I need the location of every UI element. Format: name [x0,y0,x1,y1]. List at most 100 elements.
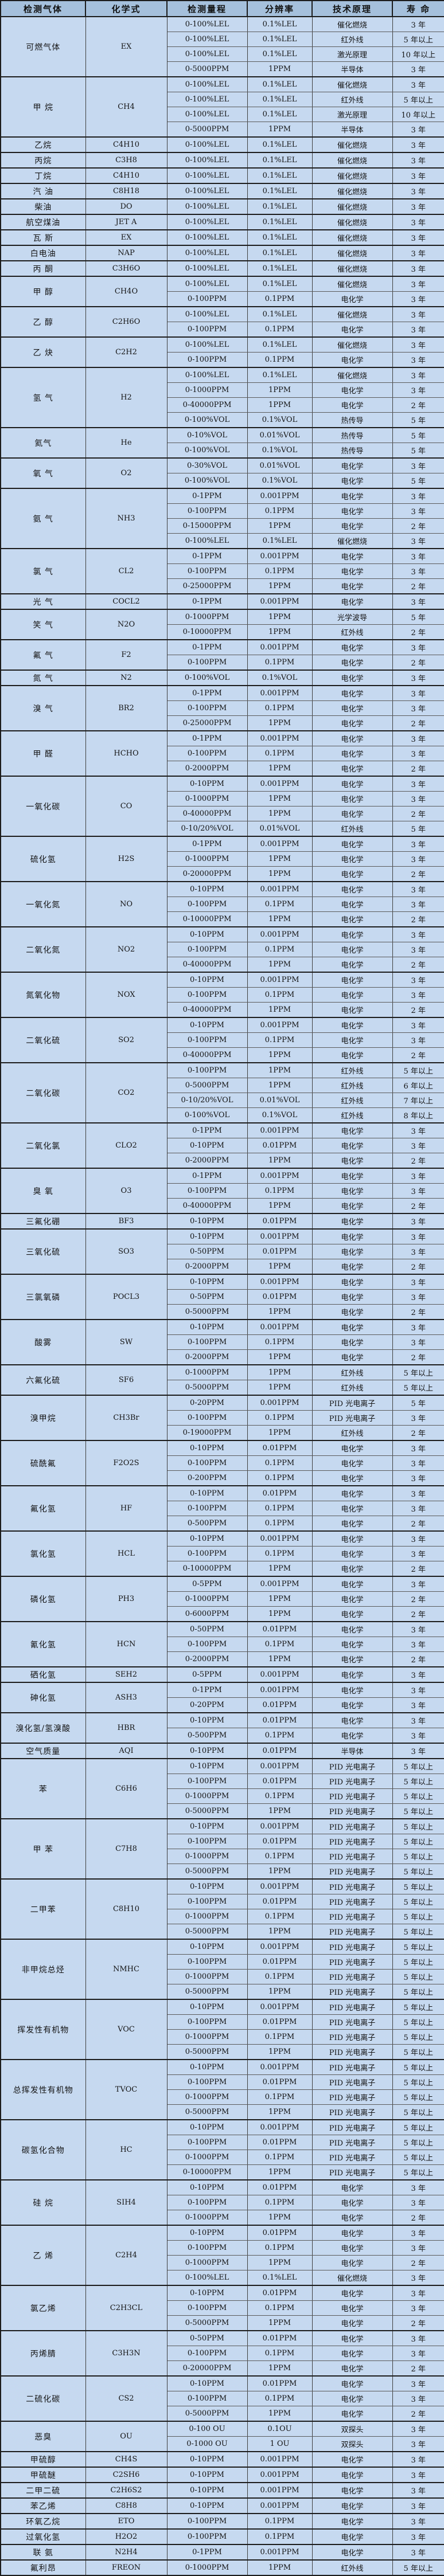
life-cell: 3 年 [392,896,444,912]
resolution-cell: 0.01%VOL [247,457,313,473]
table-row: 汽 油 C8H18 0-100%LEL 0.1%LEL 催化燃烧 3 年 [0,183,444,199]
life-cell: 5 年以上 [392,1803,444,1819]
formula-cell: SO3 [85,1228,168,1275]
life-cell: 2 年 [392,1561,444,1577]
range-cell: 0-5000PPM [166,1803,248,1819]
table-row: 0-100PPM 0.1PPM 电化学 3 年 [1,2195,444,2210]
resolution-cell: 0.1PPM [247,1470,313,1486]
life-cell: 3 年 [392,457,444,473]
principle-cell: 电化学 [311,2195,393,2210]
table-row: 甲 烷 CH4 0-100%LEL 0.1%LEL 催化燃烧 3 年 [0,76,444,138]
life-cell: 5 年以上 [392,1939,444,1955]
range-cell: 0-1000PPM [166,2150,248,2165]
principle-cell: 催化燃烧 [311,533,393,549]
range-cell: 0-100%LEL [166,16,248,32]
principle-cell: 电化学 [311,926,393,942]
table-row: 0-1000PPM 0.1PPM PID 光电离子 5 年以上 [1,2089,444,2105]
table-row: 一氧化碳 CO 0-10PPM 0.001PPM 电化学 3 年 [0,776,444,837]
life-cell: 3 年 [392,2285,444,2301]
principle-cell: 催化燃烧 [311,229,393,246]
table-row: 瓦 斯 EX 0-100%LEL 0.1%LEL 催化燃烧 3 年 [0,229,444,246]
table-row: 0-40000PPM 1PPM 电化学 2 年 [1,957,444,973]
life-cell: 3 年 [392,746,444,761]
table-row: 0-100%LEL 0.1%LEL 激光原理 10 年以上 [1,46,444,62]
gas-name-cell: 二甲苯 [0,1878,86,1940]
range-cell: 0-1PPM [166,685,248,701]
resolution-cell: 1PPM [247,2255,313,2270]
life-cell: 3 年 [392,639,444,655]
range-cell: 0-1000PPM [166,1849,248,1864]
principle-cell: 电化学 [311,2482,393,2499]
table-row: 硅 烷 SIH4 0-10PPM 0.01PPM 电化学 3 年 [0,2179,444,2226]
life-cell: 5 年 [392,473,444,489]
resolution-cell: 0.1PPM [247,1183,313,1199]
formula-cell: SO2 [85,1017,168,1063]
formula-cell: O2 [85,457,168,489]
range-cell: 0-10PPM [166,1818,248,1834]
formula-cell: HCHO [85,730,168,777]
table-row: 0-100PPM 0.1PPM 电化学 3 年 [1,987,444,1003]
principle-cell: 电化学 [311,322,393,338]
principle-cell: PID 光电离子 [311,1894,393,1909]
table-row: 0-100PPM 0.1PPM 电化学 3 年 [1,1546,444,1561]
table-row: 0-100PPM 0.1PPM 电化学 2 年 [1,655,444,671]
life-cell: 5 年以上 [392,2150,444,2165]
principle-cell: 催化燃烧 [311,306,393,322]
principle-cell: 电化学 [311,1546,393,1561]
formula-cell: SEH2 [85,1666,168,1683]
resolution-cell: 1PPM [247,2210,313,2226]
life-cell: 8 年以上 [392,1107,444,1123]
life-cell: 3 年 [392,1743,444,1759]
range-cell: 0-100%VOL [166,473,248,489]
range-cell: 0-1000PPM [166,609,248,625]
principle-cell: 电化学 [311,1244,393,1259]
formula-cell: NO [85,881,168,927]
table-row: 0-100PPM 0.1PPM 电化学 3 年 [1,1637,444,1652]
range-cell: 0-10000PPM [166,2164,248,2180]
range-cell: 0-50PPM [166,1621,248,1637]
range-cell: 0-100PPM [166,987,248,1003]
range-cell: 0-100PPM [166,1410,248,1426]
resolution-cell: 0.1%LEL [247,107,313,122]
range-cell: 0-1PPM [166,1168,248,1184]
range-cell: 0-100PPM [166,655,248,671]
table-row: 0-100%VOL 0.1%VOL 热传导 5 年 [1,443,444,459]
resolution-cell: 1PPM [247,1047,313,1063]
range-cell: 0-15000PPM [166,518,248,534]
formula-cell: PH3 [85,1576,168,1622]
life-cell: 2 年 [392,1651,444,1667]
life-cell: 5 年 [392,821,444,837]
range-cell: 0-5000PPM [166,2104,248,2120]
principle-cell: PID 光电离子 [311,2014,393,2030]
table-row: 0-19000PPM 1PPM 红外线 2 年 [1,1425,444,1441]
resolution-cell: 0.1PPM [247,700,313,716]
resolution-cell: 1PPM [247,1364,313,1380]
resolution-cell: 1PPM [247,1349,313,1365]
life-cell: 5 年以上 [392,1878,444,1894]
principle-cell: 热传导 [311,412,393,428]
resolution-cell: 0.001PPM [247,2497,313,2514]
principle-cell: 电化学 [311,1621,393,1637]
principle-cell: 红外线 [311,1078,393,1093]
life-cell: 2 年 [392,397,444,413]
range-cell: 0-100%LEL [166,32,248,47]
principle-cell: 催化燃烧 [311,367,393,383]
life-cell: 3 年 [392,1122,444,1138]
gas-name-cell: 甲 醛 [0,730,86,777]
life-cell: 3 年 [392,1728,444,1744]
table-row: 0-20PPM 0.01PPM 电化学 3 年 [1,1697,444,1713]
principle-cell: 电化学 [311,655,393,671]
life-cell: 5 年以上 [392,2014,444,2030]
range-cell: 0-5PPM [166,1666,248,1683]
range-cell: 0-100%LEL [166,92,248,107]
resolution-cell: 0.001PPM [247,776,313,792]
range-cell: 0-100%LEL [166,46,248,62]
principle-cell: 半导体 [311,61,393,77]
resolution-cell: 0.1PPM [247,2528,313,2545]
table-row: 丙烷 C3H8 0-100%LEL 0.1%LEL 催化燃烧 3 年 [0,152,444,169]
table-row: 0-40000PPM 1PPM 电化学 2 年 [1,1047,444,1063]
gas-name-cell: 白电油 [0,245,86,261]
resolution-cell: 0.001PPM [247,639,313,655]
principle-cell: 电化学 [311,685,393,701]
formula-cell: C7H8 [85,1818,168,1880]
